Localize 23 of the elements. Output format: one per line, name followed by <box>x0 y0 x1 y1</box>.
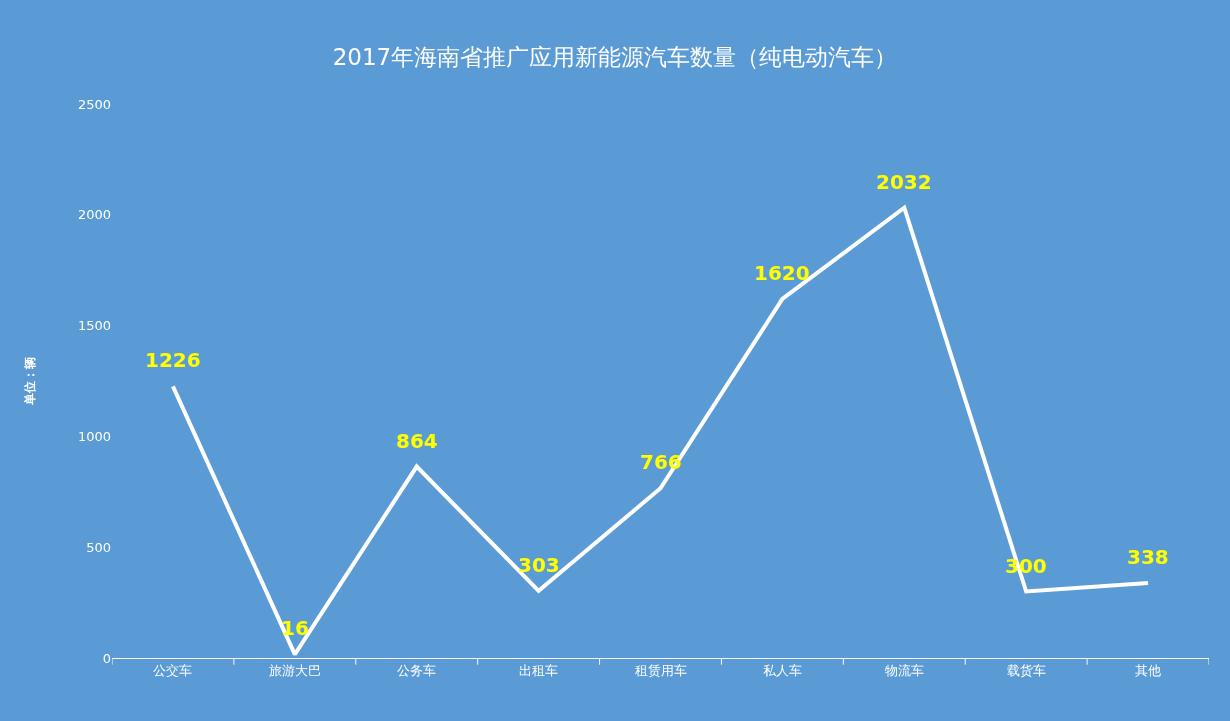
data-label: 864 <box>396 429 438 453</box>
x-tick-label: 载货车 <box>1006 662 1046 678</box>
chart-title: 2017年海南省推广应用新能源汽车数量（纯电动汽车） <box>332 44 898 71</box>
y-tick-label: 1500 <box>77 318 111 334</box>
y-tick-label: 500 <box>86 539 111 555</box>
data-label: 1620 <box>754 261 810 285</box>
data-label: 1226 <box>145 348 201 372</box>
x-tick-label: 物流车 <box>884 662 924 678</box>
data-label: 2032 <box>876 170 932 194</box>
x-tick-label: 公交车 <box>153 662 193 678</box>
x-tick-label: 旅游大巴 <box>268 662 321 678</box>
x-tick-label: 租赁用车 <box>634 662 687 678</box>
x-tick-label: 公务车 <box>397 662 437 678</box>
y-tick-label: 1000 <box>77 428 111 444</box>
x-tick-label: 私人车 <box>762 662 802 678</box>
x-tick-label: 其他 <box>1135 662 1162 678</box>
y-tick-label: 2500 <box>77 96 111 112</box>
data-label: 303 <box>518 553 560 577</box>
x-tick-label: 出租车 <box>519 662 559 678</box>
y-tick-label: 2000 <box>77 207 111 223</box>
data-label: 338 <box>1127 545 1169 569</box>
y-axis-title: 单位：辆 <box>23 357 38 406</box>
y-tick-label: 0 <box>102 650 111 666</box>
